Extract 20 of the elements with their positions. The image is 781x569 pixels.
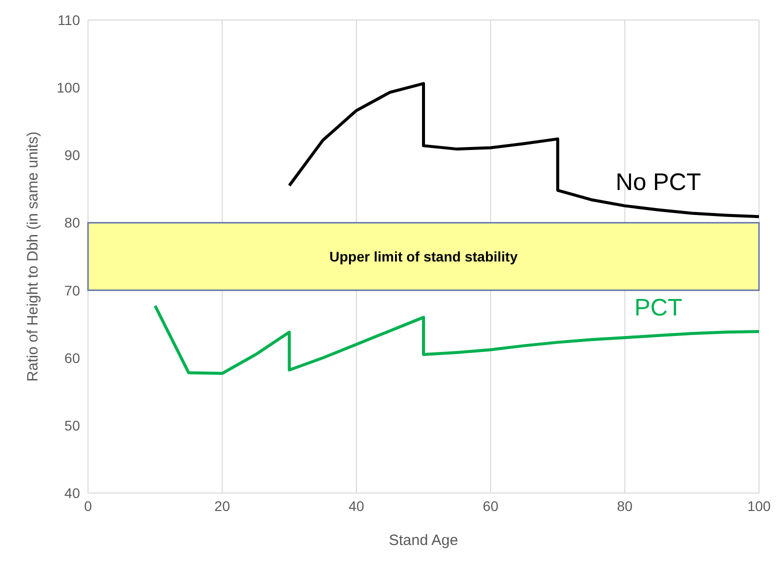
x-tick-label: 60 <box>482 498 499 514</box>
y-tick-label: 70 <box>64 282 80 298</box>
y-tick-label: 40 <box>64 484 80 501</box>
y-tick-label: 50 <box>64 417 80 434</box>
x-tick-label: 100 <box>747 498 771 514</box>
band-label: Upper limit of stand stability <box>329 248 518 264</box>
y-tick-label: 110 <box>58 12 80 28</box>
y-axis-title: Ratio of Height to Dbh (in same units) <box>24 131 42 382</box>
series-label: No PCT <box>616 168 702 196</box>
y-tick-label: 100 <box>56 80 80 96</box>
x-tick-label: 0 <box>84 498 92 514</box>
x-tick-label: 80 <box>617 498 633 514</box>
y-tick-label: 90 <box>64 147 80 164</box>
line-series <box>288 82 759 218</box>
x-tick-label: 20 <box>214 498 230 514</box>
y-tick-label: 60 <box>64 350 80 366</box>
y-tick-label: 80 <box>64 214 80 231</box>
x-tick-label: 40 <box>348 498 364 514</box>
series-label: PCT <box>634 294 683 322</box>
x-axis-title: Stand Age <box>388 532 458 549</box>
